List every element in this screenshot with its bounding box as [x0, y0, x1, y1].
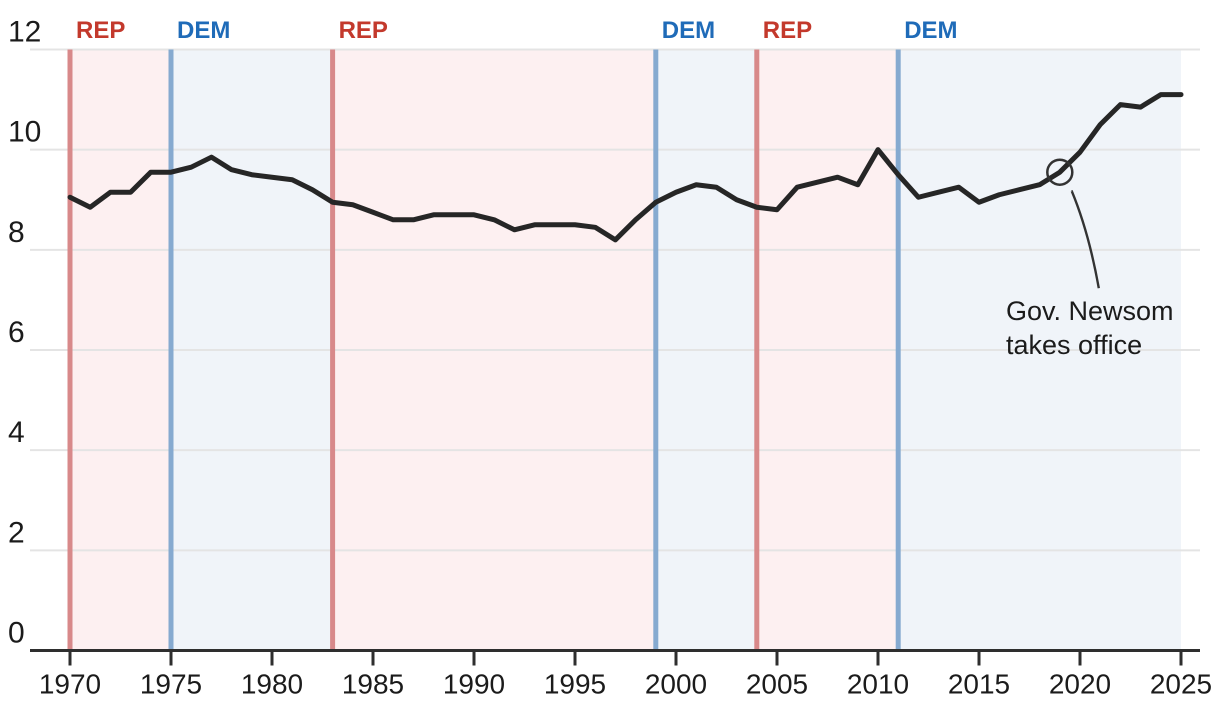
party-label-dem-2011: DEM [904, 17, 957, 44]
annotation-circle [1046, 158, 1074, 186]
axis-and-party-labels: 0 2 4 6 8 10 12 1970 1975 1980 1985 1990 1995 2000 200… [8, 16, 1212, 700]
x-tick-label-2015: 2015 [948, 669, 1010, 700]
y-tick-label-2: 2 [8, 516, 25, 549]
x-tick-label-1990: 1990 [443, 669, 505, 700]
x-axis [30, 649, 1200, 666]
annotation-line-1: Gov. Newsom [1006, 296, 1174, 326]
party-label-rep-2004: REP [763, 17, 812, 44]
data-series [67, 92, 1184, 243]
x-tick-label-2005: 2005 [746, 669, 808, 700]
y-tick-label-8: 8 [8, 216, 25, 249]
party-label-rep-1970: REP [76, 17, 125, 44]
x-tick-label-2025: 2025 [1150, 669, 1212, 700]
x-tick-label-2010: 2010 [847, 669, 909, 700]
y-tick-label-12: 12 [8, 16, 41, 49]
y-tick-label-10: 10 [8, 116, 41, 149]
x-tick-label-1975: 1975 [140, 669, 202, 700]
annotation-line-2: takes office [1006, 330, 1143, 360]
x-tick-label-1970: 1970 [39, 669, 101, 700]
annotation-gov-newsom: Gov. Newsom takes office [1006, 294, 1174, 362]
x-tick-label-1980: 1980 [241, 669, 303, 700]
x-tick-label-1985: 1985 [342, 669, 404, 700]
gridlines [30, 48, 1200, 552]
party-label-rep-1983: REP [339, 17, 388, 44]
annotation-marks [1046, 158, 1100, 289]
party-label-dem-1975: DEM [177, 17, 230, 44]
x-tick-label-1995: 1995 [544, 669, 606, 700]
y-tick-label-6: 6 [8, 316, 25, 349]
annotation-arrow [1072, 191, 1100, 289]
y-tick-label-4: 4 [8, 416, 25, 449]
series-line [67, 92, 1184, 243]
x-tick-label-2000: 2000 [645, 669, 707, 700]
y-tick-label-0: 0 [8, 617, 25, 650]
party-transition-lines [67, 49, 901, 651]
party-label-dem-1999: DEM [662, 17, 715, 44]
x-tick-label-2020: 2020 [1049, 669, 1111, 700]
